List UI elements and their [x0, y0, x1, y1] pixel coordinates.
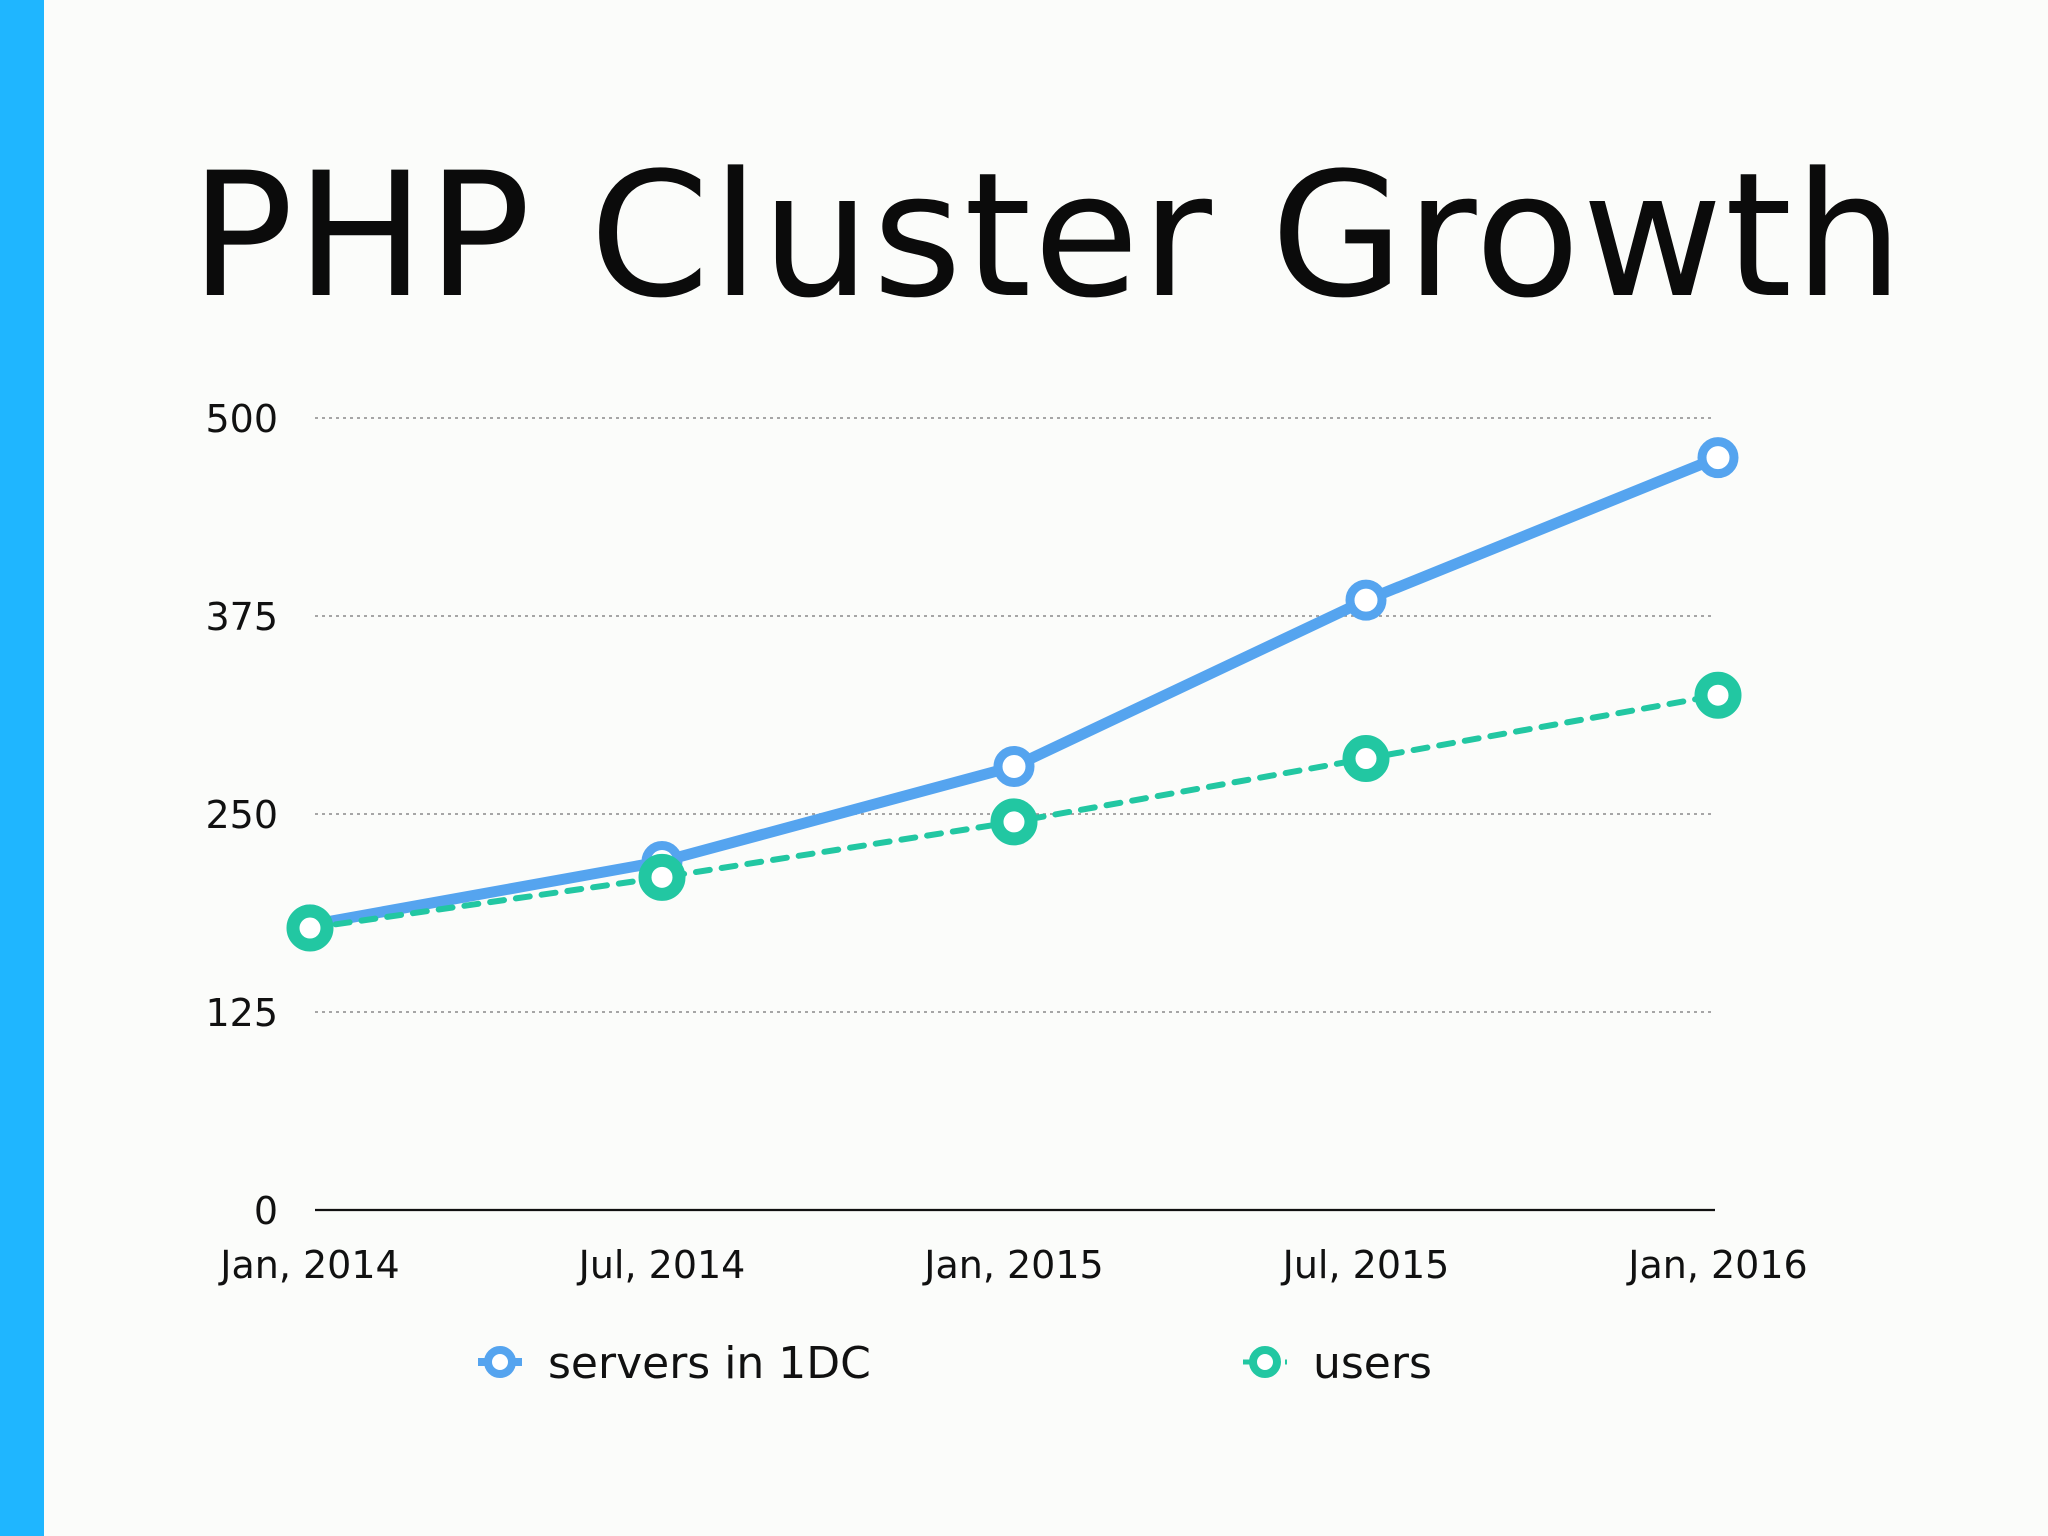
series-layer [286, 437, 1742, 952]
series-1-point-2 [990, 798, 1038, 846]
legend-marker-1 [1249, 1346, 1281, 1378]
legend-label-0: servers in 1DC [548, 1338, 871, 1389]
accent-bar [0, 0, 44, 1536]
y-tick-label-500: 500 [205, 397, 278, 441]
x-tick-label-3: Jul, 2015 [1281, 1243, 1450, 1287]
series-1-point-0 [286, 904, 334, 952]
series-1-point-4 [1694, 671, 1742, 719]
series-0-point-4 [1697, 437, 1739, 479]
x-tick-label-2: Jan, 2015 [922, 1243, 1103, 1287]
grid-layer [315, 417, 1715, 1013]
x-tick-label-4: Jan, 2016 [1626, 1243, 1807, 1287]
y-tick-label-0: 0 [254, 1189, 278, 1233]
legend-marker-0 [484, 1346, 516, 1378]
y-tick-label-375: 375 [205, 595, 278, 639]
series-1-point-1 [638, 853, 686, 901]
y-tick-label-125: 125 [205, 991, 278, 1035]
legend-label-1: users [1313, 1338, 1432, 1389]
series-line-0 [304, 452, 1724, 931]
y-tick-label-250: 250 [205, 793, 278, 837]
x-tick-label-1: Jul, 2014 [577, 1243, 746, 1287]
series-0-point-3 [1345, 579, 1387, 621]
x-tick-label-0: Jan, 2014 [218, 1243, 399, 1287]
series-0-point-2 [993, 745, 1035, 787]
series-1-point-3 [1342, 735, 1390, 783]
chart-title: PHP Cluster Growth [190, 135, 1906, 336]
axis-layer: 0 125 250 375 500 Jan, 2014 Jul, 2014 Jan, 2015… [205, 397, 1807, 1287]
legend: servers in 1DC users [478, 1338, 1432, 1389]
